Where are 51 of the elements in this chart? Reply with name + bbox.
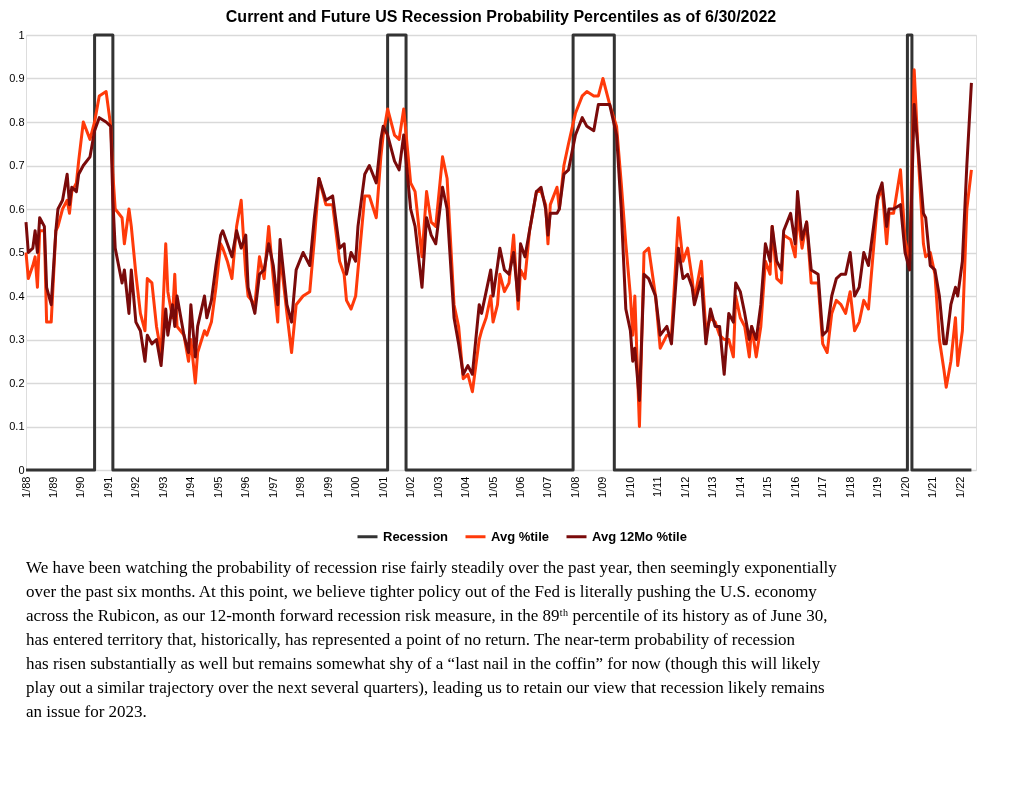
x-tick-label: 1/08 — [568, 476, 581, 498]
x-tick-label: 1/20 — [898, 476, 911, 498]
x-tick-label: 1/01 — [376, 476, 389, 498]
x-tick-label: 1/17 — [816, 476, 829, 498]
x-tick-label: 1/98 — [294, 476, 307, 498]
x-tick-label: 1/14 — [733, 476, 746, 498]
x-tick-label: 1/05 — [486, 476, 499, 498]
x-tick-label: 1/92 — [129, 476, 142, 498]
y-tick-label: 0.9 — [9, 72, 25, 84]
x-tick-label: 1/21 — [926, 476, 939, 498]
y-tick-label: 0.5 — [9, 246, 25, 258]
x-tick-label: 1/04 — [459, 476, 472, 498]
x-tick-label: 1/12 — [678, 476, 691, 498]
x-tick-label: 1/96 — [239, 476, 252, 498]
y-tick-label: 0.2 — [9, 376, 25, 389]
x-tick-label: 1/94 — [184, 476, 197, 498]
x-tick-label: 1/02 — [404, 476, 417, 498]
x-tick-label: 1/89 — [47, 476, 60, 498]
legend-label: Recession — [383, 528, 449, 544]
x-tick-label: 1/99 — [321, 476, 334, 498]
y-tick-label: 0.1 — [9, 420, 25, 432]
y-tick-label: 0.6 — [9, 202, 25, 215]
x-tick-label: 1/22 — [953, 476, 966, 498]
legend-label: Avg 12Mo %tile — [592, 528, 687, 544]
y-tick-label: 1 — [18, 28, 25, 41]
x-tick-label: 1/11 — [651, 476, 664, 498]
x-tick-label: 1/90 — [74, 476, 87, 498]
x-tick-label: 1/13 — [706, 476, 719, 498]
legend-label: Avg %tile — [491, 528, 550, 544]
y-tick-label: 0.8 — [9, 115, 25, 128]
x-tick-label: 1/91 — [101, 476, 114, 498]
y-tick-label: 0.4 — [9, 289, 25, 302]
x-tick-label: 1/97 — [266, 476, 279, 498]
text: We have been watching the probability of recession rise fairly steadily over the past year, then seemingly exponentially over the past six months. At this point, we believe tighter policy out of the Fed is literally pushing the U.S. economy across the Rubicon, as our 12-month forward recession risk measure, in the 89ᵗʰ percentile of its history as of June 30, has entered territory that, historically, has represented a point of no return. The near-term probability of recession has risen substantially as well but remains somewhat shy of a “last nail in the coffin” for now (though this will likely play out a similar trajectory over the next several quarters), leading us to retain our view that recession likely remains an issue for 2023. — [26, 558, 838, 721]
x-tick-label: 1/10 — [623, 476, 636, 498]
x-tick-label: 1/03 — [431, 476, 444, 498]
x-tick-label: 1/18 — [843, 476, 856, 498]
x-tick-label: 1/16 — [788, 476, 801, 498]
x-tick-label: 1/07 — [541, 476, 554, 498]
x-tick-label: 1/19 — [871, 476, 884, 498]
x-tick-label: 1/06 — [514, 476, 527, 498]
x-tick-label: 1/15 — [761, 476, 774, 498]
x-tick-label: 1/00 — [349, 476, 362, 498]
y-tick-label: 0 — [18, 463, 25, 476]
x-tick-label: 1/93 — [156, 476, 169, 498]
y-tick-label: 0.7 — [9, 159, 25, 171]
chart-title: Current and Future US Recession Probability Percentiles as of 6/30/2022 — [225, 8, 777, 25]
x-tick-label: 1/95 — [211, 476, 224, 498]
y-tick-label: 0.3 — [9, 333, 25, 345]
x-tick-label: 1/88 — [19, 476, 32, 498]
x-tick-label: 1/09 — [596, 476, 609, 498]
